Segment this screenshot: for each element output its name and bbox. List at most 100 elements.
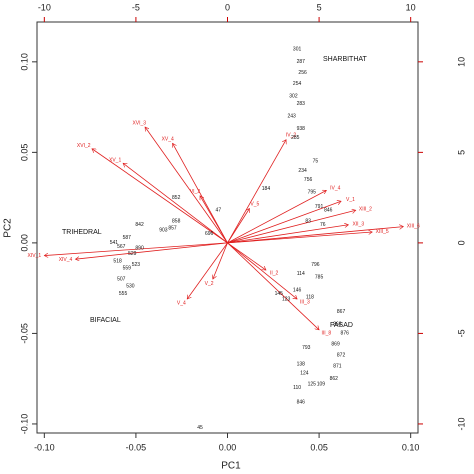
arrow-label: III_3	[300, 299, 310, 305]
point-label: 890	[135, 246, 144, 252]
x2-tick-label: -10	[38, 2, 51, 12]
y2-tick-label: 0	[456, 240, 466, 245]
loading-arrow	[227, 232, 373, 244]
arrow-label: V_4	[177, 300, 186, 306]
x-tick-label: 0.05	[310, 442, 328, 452]
point-label: 858	[172, 218, 181, 224]
y-tick-label: 0.05	[19, 144, 29, 162]
arrow-label: V_2	[205, 281, 214, 287]
point-label: 138	[297, 362, 306, 368]
point-label: 83	[305, 218, 311, 224]
point-label: 301	[293, 46, 302, 52]
point-label: 523	[132, 262, 141, 268]
arrow-label: V_1	[346, 197, 355, 203]
loading-arrow	[44, 242, 228, 256]
arrow-label: IV_4	[330, 185, 341, 191]
x-tick-label: -0.10	[34, 442, 55, 452]
loading-arrow	[227, 201, 342, 244]
point-label: 45	[197, 425, 203, 431]
arrow-label: XIII_5	[376, 229, 389, 235]
x2-tick-label: 10	[406, 2, 416, 12]
point-label: 587	[123, 235, 132, 241]
point-label: 938	[297, 126, 306, 132]
point-label: 507	[117, 276, 126, 282]
point-label: 785	[315, 275, 324, 281]
point-label: 696	[205, 231, 214, 237]
y-tick-label: 0.00	[19, 234, 29, 252]
arrow-label: XIII_6	[407, 223, 420, 229]
point-label: 109	[317, 381, 326, 387]
arrow-label: XV_1	[109, 158, 121, 164]
group-label: TRIHEDRAL	[62, 229, 102, 236]
loading-arrow	[227, 208, 250, 244]
loading-arrow	[213, 242, 228, 279]
arrow-label: XII_3	[352, 221, 364, 227]
point-label: 756	[304, 177, 313, 183]
point-label: 559	[123, 266, 132, 272]
y2-tick-label: -5	[456, 329, 466, 337]
point-label: 857	[168, 226, 177, 232]
loading-arrow	[227, 242, 266, 270]
x-tick-label: 0.00	[219, 442, 237, 452]
y2-tick-label: 10	[456, 57, 466, 67]
loading-arrow	[227, 242, 298, 299]
loading-arrow	[145, 127, 228, 244]
arrow-label: IV_2	[286, 133, 297, 139]
y-axis-label: PC2	[3, 218, 14, 238]
plot-frame	[36, 21, 419, 434]
x2-tick-label: -5	[132, 2, 140, 12]
point-label: 243	[287, 113, 296, 119]
arrow-label: XV_4	[162, 136, 174, 142]
point-label: 567	[117, 244, 126, 250]
point-label: 254	[293, 81, 302, 87]
loading-arrow	[227, 225, 349, 244]
point-label: 846	[324, 208, 333, 214]
arrow-label: VI_2	[190, 189, 201, 195]
point-label: 287	[297, 59, 306, 65]
group-label: SHARBITHAT	[323, 56, 368, 63]
loading-arrow	[227, 227, 404, 244]
arrow-label: XIII_2	[359, 206, 372, 212]
point-label: 302	[289, 94, 298, 100]
y-tick-label: -0.10	[19, 414, 29, 435]
loading-arrow	[75, 242, 228, 259]
y2-tick-label: 5	[456, 150, 466, 155]
loading-arrow	[227, 210, 356, 244]
y-tick-label: -0.05	[19, 323, 29, 344]
point-label: 872	[337, 352, 346, 358]
point-label: 871	[333, 363, 342, 369]
arrow-label: V_5	[250, 202, 259, 208]
point-label: 256	[298, 70, 307, 76]
x2-tick-label: 0	[225, 2, 230, 12]
point-label: 876	[341, 331, 350, 337]
y-tick-label: 0.10	[19, 53, 29, 71]
point-label: 796	[311, 262, 320, 268]
point-label: 76	[320, 222, 326, 228]
loading-arrow	[227, 242, 320, 330]
point-label: 124	[300, 371, 309, 377]
arrow-label: XIV_1	[28, 253, 42, 259]
point-label: 867	[337, 309, 346, 315]
point-label: 555	[119, 291, 128, 297]
point-label: 541	[110, 240, 119, 246]
point-label: 791	[315, 204, 324, 210]
point-label: 529	[128, 251, 137, 257]
point-label: 110	[293, 385, 301, 391]
y2-tick-label: -10	[456, 417, 466, 430]
point-label: 146	[293, 287, 302, 293]
loading-arrow	[123, 163, 228, 244]
point-label: 530	[126, 284, 135, 290]
loading-arrow	[173, 143, 228, 244]
point-label: 863	[333, 322, 342, 328]
point-label: 852	[172, 195, 181, 201]
arrow-label: II_2	[270, 270, 279, 276]
arrow-label: XVI_3	[132, 120, 146, 126]
point-label: 47	[216, 208, 222, 214]
x-axis-label: PC1	[221, 461, 241, 472]
point-label: 118	[306, 295, 314, 301]
point-label: 869	[331, 342, 340, 348]
group-label: FASAD	[330, 322, 353, 329]
point-label: 862	[330, 376, 339, 382]
point-label: 125	[308, 381, 317, 387]
